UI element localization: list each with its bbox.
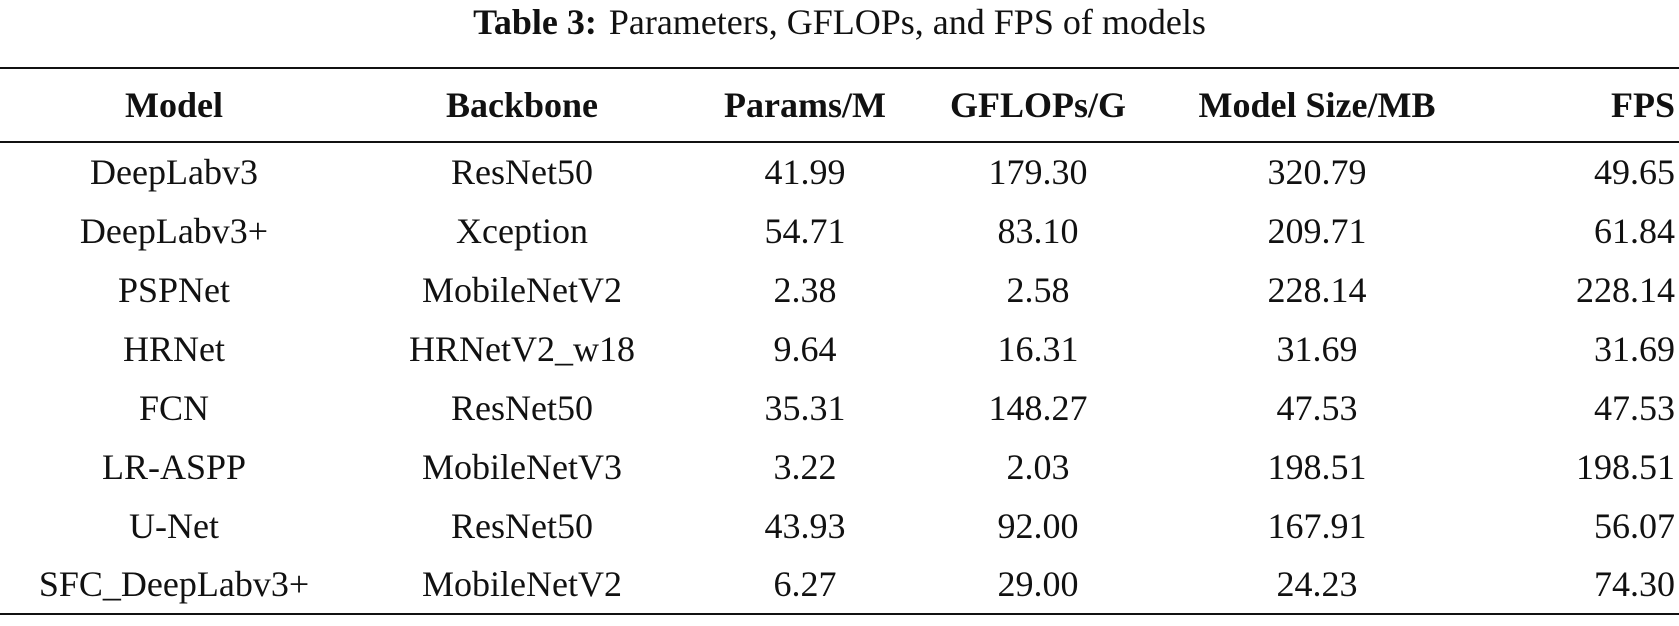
cell-model-size: 198.51: [1267, 446, 1367, 487]
cell-backbone: MobileNetV2: [422, 269, 622, 310]
cell-params: 6.27: [696, 555, 914, 615]
cell-backbone: MobileNetV2: [348, 555, 696, 615]
table-row: DeepLabv3+ Xception 54.71 83.10 209.71 6…: [0, 201, 1679, 260]
cell-params: 3.22: [773, 446, 837, 487]
cell-fps: 49.65: [1594, 152, 1675, 192]
cell-model-size: 24.23: [1162, 555, 1472, 615]
model-comparison-table: Model Backbone Params/M GFLOPs/G Model S…: [0, 67, 1679, 615]
cell-model: SFC_DeepLabv3+: [0, 555, 348, 615]
cell-model: U-Net: [129, 505, 219, 546]
table-caption-text: Parameters, GFLOPs, and FPS of models: [608, 2, 1206, 42]
cell-model: DeepLabv3+: [79, 210, 269, 251]
cell-model-size: 320.79: [1267, 152, 1367, 192]
cell-gflops: 2.58: [1006, 269, 1070, 310]
cell-model: DeepLabv3: [90, 152, 258, 192]
cell-gflops: 16.31: [997, 328, 1079, 369]
column-header-fps: FPS: [1472, 67, 1679, 143]
cell-params: 54.71: [764, 210, 846, 251]
cell-backbone: ResNet50: [451, 505, 593, 546]
table-caption-label: Table 3:: [473, 2, 597, 42]
cell-fps: 198.51: [1576, 446, 1675, 487]
table-row: LR-ASPP MobileNetV3 3.22 2.03 198.51 198…: [0, 437, 1679, 496]
cell-model-size: 209.71: [1267, 210, 1367, 251]
cell-gflops: 179.30: [988, 152, 1088, 192]
cell-model: LR-ASPP: [101, 446, 247, 487]
cell-model-size: 47.53: [1276, 387, 1358, 428]
column-header-params: Params/M: [696, 67, 914, 143]
cell-backbone: HRNetV2_w18: [409, 328, 635, 369]
cell-model: HRNet: [123, 328, 225, 369]
cell-model: PSPNet: [117, 269, 231, 310]
table-row: U-Net ResNet50 43.93 92.00 167.91 56.07: [0, 496, 1679, 555]
cell-fps: 61.84: [1594, 210, 1675, 251]
cell-gflops: 2.03: [1006, 446, 1070, 487]
table-row: DeepLabv3 ResNet50 41.99 179.30 320.79 4…: [0, 142, 1679, 201]
cell-fps: 31.69: [1594, 328, 1675, 369]
cell-backbone: ResNet50: [451, 152, 593, 192]
cell-model: FCN: [138, 387, 210, 428]
cell-fps: 47.53: [1594, 387, 1675, 428]
cell-model-size: 167.91: [1267, 505, 1367, 546]
cell-backbone: ResNet50: [451, 387, 593, 428]
cell-fps: 56.07: [1594, 505, 1675, 546]
column-header-backbone: Backbone: [348, 67, 696, 143]
table-row: FCN ResNet50 35.31 148.27 47.53 47.53: [0, 378, 1679, 437]
cell-params: 35.31: [764, 387, 846, 428]
table-row: PSPNet MobileNetV2 2.38 2.58 228.14 228.…: [0, 260, 1679, 319]
table-row: HRNet HRNetV2_w18 9.64 16.31 31.69 31.69: [0, 319, 1679, 378]
cell-gflops: 83.10: [997, 210, 1079, 251]
cell-gflops: 29.00: [914, 555, 1162, 615]
cell-params: 41.99: [764, 152, 846, 192]
cell-params: 2.38: [773, 269, 837, 310]
cell-backbone: Xception: [456, 210, 588, 251]
cell-gflops: 92.00: [997, 505, 1079, 546]
column-header-model: Model: [0, 67, 348, 143]
cell-params: 9.64: [773, 328, 837, 369]
cell-fps: 228.14: [1576, 269, 1675, 310]
cell-backbone: MobileNetV3: [422, 446, 622, 487]
column-header-model-size: Model Size/MB: [1162, 67, 1472, 143]
table-caption: Table 3: Parameters, GFLOPs, and FPS of m…: [0, 0, 1679, 44]
column-header-gflops: GFLOPs/G: [914, 67, 1162, 143]
cell-model-size: 31.69: [1276, 328, 1358, 369]
cell-fps: 74.30: [1472, 555, 1679, 615]
cell-model-size: 228.14: [1267, 269, 1367, 310]
cell-gflops: 148.27: [988, 387, 1088, 428]
table-row: SFC_DeepLabv3+ MobileNetV2 6.27 29.00 24…: [0, 555, 1679, 615]
cell-params: 43.93: [764, 505, 846, 546]
table-header-row: Model Backbone Params/M GFLOPs/G Model S…: [0, 67, 1679, 143]
